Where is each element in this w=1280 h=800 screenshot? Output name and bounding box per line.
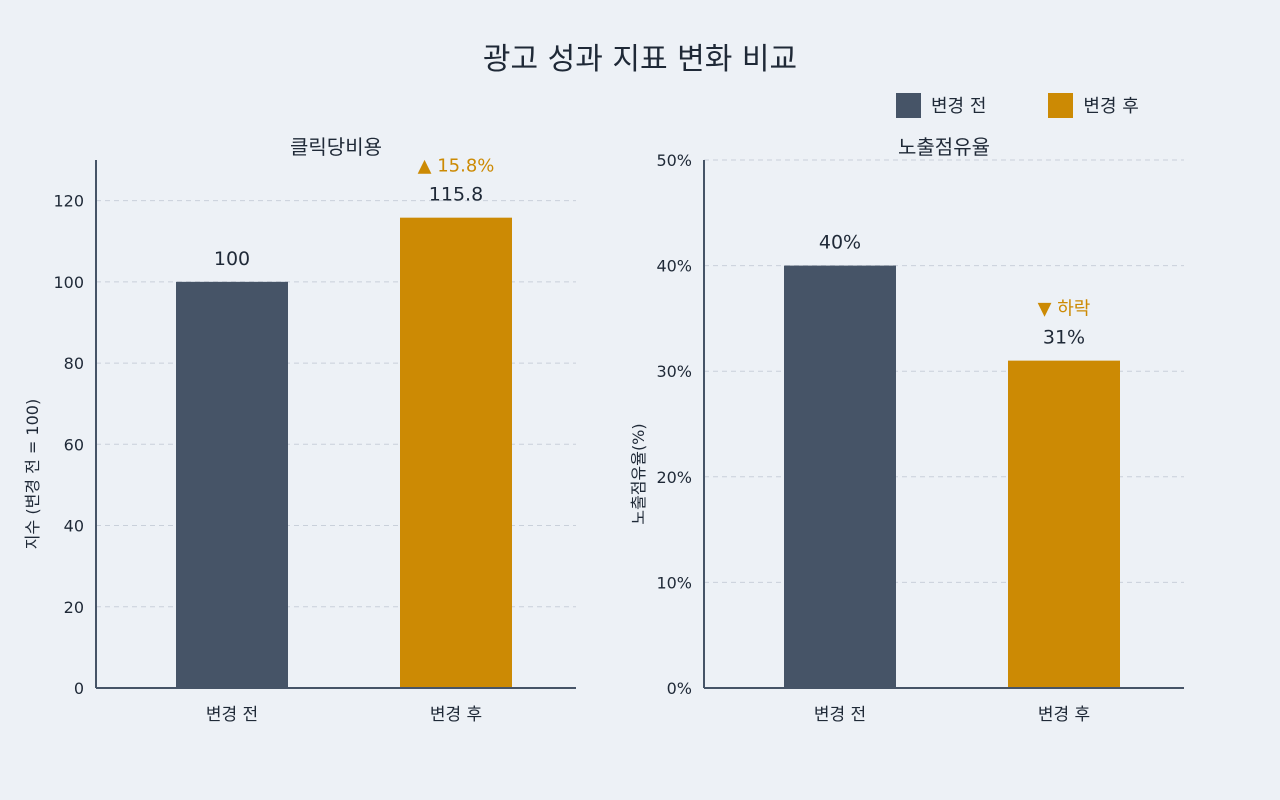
chart2-change-annotation: ▼ 하락 bbox=[1038, 299, 1091, 320]
chart1-ytick-label: 0 bbox=[74, 679, 84, 698]
chart2-category-label-1: 변경 전 bbox=[814, 705, 866, 725]
chart2-bar-1 bbox=[784, 265, 896, 688]
chart1-category-label-1: 변경 전 bbox=[206, 705, 258, 725]
chart1-value-label-2: 115.8 bbox=[429, 184, 483, 206]
legend-label-before: 변경 전 bbox=[931, 96, 987, 117]
chart2-category-label-2: 변경 후 bbox=[1038, 705, 1090, 725]
chart2-ytick-label: 10% bbox=[656, 573, 692, 592]
legend-swatch-after bbox=[1048, 92, 1074, 118]
chart2-value-label-2: 31% bbox=[1043, 327, 1085, 349]
chart1-change-annotation: ▲ 15.8% bbox=[418, 156, 495, 177]
legend-item-after: 변경 후 bbox=[1048, 92, 1139, 118]
chart2-ytick-label: 40% bbox=[656, 257, 692, 276]
figure-title: 광고 성과 지표 변화 비교 bbox=[482, 42, 798, 77]
chart1-bar-1 bbox=[176, 281, 288, 688]
legend-item-before: 변경 전 bbox=[896, 92, 986, 118]
chart2-subplot-title: 노출점유율 bbox=[898, 135, 990, 159]
chart1-ytick-label: 120 bbox=[53, 192, 84, 211]
chart2-bar-2 bbox=[1008, 360, 1120, 688]
chart1-category-label-2: 변경 후 bbox=[430, 705, 482, 725]
legend-swatch-before bbox=[896, 92, 921, 118]
legend-label-after: 변경 후 bbox=[1083, 96, 1139, 117]
chart1-ytick-label: 40 bbox=[64, 517, 84, 536]
chart2-value-label-1: 40% bbox=[819, 232, 861, 254]
chart1-y-axis-label: 지수 (변경 전 = 100) bbox=[23, 399, 42, 549]
chart2-ytick-label: 20% bbox=[656, 468, 692, 487]
legend: 변경 전 변경 후 bbox=[896, 92, 1139, 118]
chart1-subplot-title: 클릭당비용 bbox=[290, 135, 382, 159]
chart2-ytick-label: 0% bbox=[667, 679, 692, 698]
chart1-bar-2 bbox=[400, 217, 512, 689]
chart2-y-axis-label: 노출점유율(%) bbox=[629, 423, 648, 524]
chart2-ytick-label: 50% bbox=[656, 151, 692, 170]
chart2-ytick-label: 30% bbox=[656, 362, 692, 381]
chart1-ytick-label: 20 bbox=[64, 598, 84, 617]
chart1-value-label-1: 100 bbox=[214, 248, 250, 270]
chart1-ytick-label: 100 bbox=[53, 273, 84, 292]
chart1-ytick-label: 60 bbox=[64, 435, 84, 454]
chart1-ytick-label: 80 bbox=[64, 354, 84, 373]
